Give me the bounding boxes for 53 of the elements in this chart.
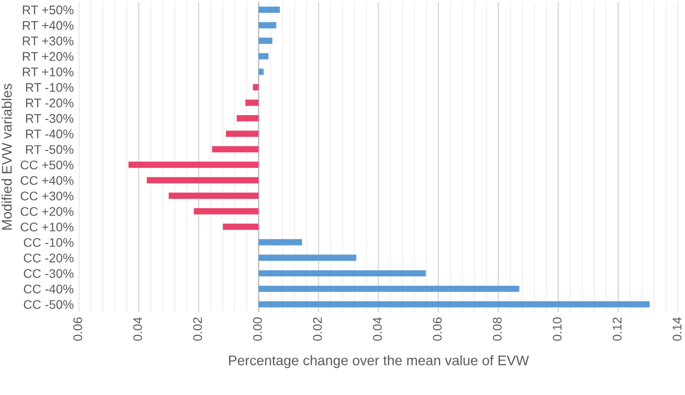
bar — [258, 6, 280, 13]
x-tick-label: 0.02 — [193, 318, 202, 341]
y-tick-label: CC +10% — [20, 222, 74, 232]
x-tick-label: 0.06 — [73, 317, 82, 341]
x-tick-label: 0.10 — [552, 317, 562, 341]
y-tick-label: CC -50% — [24, 300, 74, 309]
y-tick-label: CC -30% — [24, 269, 74, 278]
y-tick-label: CC +30% — [20, 192, 74, 200]
bar — [212, 146, 259, 152]
y-tick-label: CC +40% — [20, 176, 74, 185]
y-tick-label: CC -20% — [24, 254, 74, 262]
y-tick-label: RT -40% — [26, 130, 74, 138]
bar — [146, 177, 259, 184]
y-tick-label: CC -40% — [24, 284, 74, 294]
y-tick-label: RT -50% — [26, 145, 74, 154]
x-tick-label: 0.06 — [432, 317, 442, 341]
bar — [258, 22, 276, 28]
y-tick-label: RT +30% — [22, 36, 74, 46]
bar — [236, 115, 259, 122]
bar — [258, 270, 426, 276]
x-tick-label: 0.00 — [253, 317, 262, 341]
x-axis-title: Percentage change over the mean value of EVW — [229, 355, 529, 368]
bar — [245, 100, 259, 106]
x-tick-label: 0.04 — [372, 317, 382, 341]
bar — [258, 239, 302, 246]
bar — [226, 130, 259, 137]
y-tick-label: RT -10% — [26, 83, 74, 92]
y-tick-label: RT -30% — [26, 114, 74, 123]
y-tick-label: CC +20% — [20, 207, 74, 216]
bar — [168, 192, 259, 199]
y-tick-label: RT -20% — [26, 98, 74, 108]
bar — [258, 254, 356, 261]
bar — [222, 224, 259, 230]
bar — [128, 162, 259, 168]
y-tick-label: RT +40% — [22, 21, 74, 30]
y-tick-label: RT +20% — [22, 52, 74, 61]
bar — [258, 286, 520, 292]
x-tick-label: 0.04 — [133, 317, 142, 341]
x-tick-label: 0.14 — [672, 317, 682, 341]
bar — [252, 84, 259, 90]
y-tick-label: RT +10% — [22, 68, 74, 76]
x-tick-label: 0.12 — [612, 318, 622, 341]
x-tick-label: 0.08 — [492, 317, 502, 341]
bar — [258, 301, 650, 308]
y-tick-label: CC +50% — [20, 160, 74, 170]
y-tick-label: CC -10% — [24, 238, 74, 247]
y-tick-label: RT +50% — [22, 6, 74, 14]
y-axis-title: Modified EVW variables — [2, 84, 12, 230]
bar — [194, 208, 259, 214]
bar — [258, 68, 264, 75]
bar — [258, 53, 268, 60]
x-tick-label: 0.02 — [313, 318, 322, 341]
bar — [258, 38, 272, 44]
